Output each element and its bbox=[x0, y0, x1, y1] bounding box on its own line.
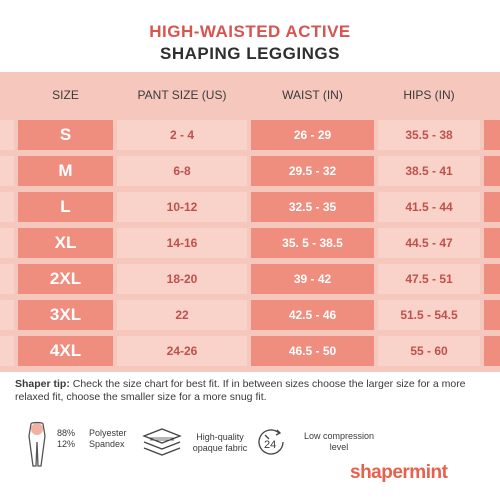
size-cell: M bbox=[18, 156, 113, 186]
table-row: 2XL 18-20 39 - 42 47.5 - 51 bbox=[0, 264, 500, 294]
hips-cell: 55 - 60 bbox=[378, 336, 480, 366]
clock-number: 24 bbox=[264, 439, 277, 451]
pant-size-cell: 18-20 bbox=[117, 264, 247, 294]
table-row: M 6-8 29.5 - 32 38.5 - 41 bbox=[0, 156, 500, 186]
hips-cell: 47.5 - 51 bbox=[378, 264, 480, 294]
header-size: SIZE bbox=[52, 88, 79, 102]
header-waist: WAIST (IN) bbox=[282, 88, 343, 102]
size-cell: 2XL bbox=[18, 264, 113, 294]
tip-label: Shaper tip: bbox=[15, 378, 70, 390]
fabric-pct-1: 88% bbox=[57, 428, 76, 438]
tip-text: Check the size chart for best fit. If in… bbox=[15, 378, 466, 403]
compression-text: Low compression level bbox=[296, 431, 382, 453]
title-line-1: HIGH-WAISTED ACTIVE bbox=[149, 22, 351, 41]
size-cell: L bbox=[18, 192, 113, 222]
size-cell: XL bbox=[18, 228, 113, 258]
fabric-name-2: Spandex bbox=[89, 439, 125, 449]
quality-text: High-quality opaque fabric bbox=[188, 432, 252, 454]
waist-cell: 35. 5 - 38.5 bbox=[251, 228, 374, 258]
fabric-pct-2: 12% bbox=[57, 439, 76, 449]
quality-line-1: High-quality bbox=[196, 432, 244, 442]
feature-strip: 88% 12% Polyester Spandex High-quality o… bbox=[0, 420, 500, 470]
table-row: XL 14-16 35. 5 - 38.5 44.5 - 47 bbox=[0, 228, 500, 258]
hips-cell: 38.5 - 41 bbox=[378, 156, 480, 186]
waist-cell: 32.5 - 35 bbox=[251, 192, 374, 222]
pant-size-cell: 24-26 bbox=[117, 336, 247, 366]
waist-cell: 39 - 42 bbox=[251, 264, 374, 294]
pant-size-cell: 22 bbox=[117, 300, 247, 330]
24-hour-clock-icon bbox=[258, 429, 284, 455]
size-cell: 3XL bbox=[18, 300, 113, 330]
waist-cell: 46.5 - 50 bbox=[251, 336, 374, 366]
size-cell: 4XL bbox=[18, 336, 113, 366]
pant-size-cell: 6-8 bbox=[117, 156, 247, 186]
fabric-name-1: Polyester bbox=[89, 428, 127, 438]
compression-line-2: level bbox=[329, 442, 349, 452]
table-row: S 2 - 4 26 - 29 35.5 - 38 bbox=[0, 120, 500, 150]
hips-cell: 51.5 - 54.5 bbox=[378, 300, 480, 330]
size-cell: S bbox=[18, 120, 113, 150]
pant-size-cell: 10-12 bbox=[117, 192, 247, 222]
fabric-names: Polyester Spandex bbox=[89, 428, 127, 450]
quality-line-2: opaque fabric bbox=[192, 443, 248, 453]
table-row: 3XL 22 42.5 - 46 51.5 - 54.5 bbox=[0, 300, 500, 330]
title-line-2: SHAPING LEGGINGS bbox=[160, 44, 340, 63]
shaper-tip: Shaper tip: Check the size chart for bes… bbox=[15, 378, 485, 404]
leggings-figure-icon bbox=[28, 421, 46, 467]
shapermint-logo: shapermint bbox=[350, 462, 448, 483]
compression-line-1: Low compression bbox=[303, 431, 375, 441]
hips-cell: 44.5 - 47 bbox=[378, 228, 480, 258]
table-row: L 10-12 32.5 - 35 41.5 - 44 bbox=[0, 192, 500, 222]
pant-size-cell: 2 - 4 bbox=[117, 120, 247, 150]
waist-cell: 29.5 - 32 bbox=[251, 156, 374, 186]
hips-cell: 35.5 - 38 bbox=[378, 120, 480, 150]
layered-fabric-icon bbox=[142, 428, 182, 456]
waist-cell: 26 - 29 bbox=[251, 120, 374, 150]
waist-cell: 42.5 - 46 bbox=[251, 300, 374, 330]
header-hips: HIPS (IN) bbox=[403, 88, 455, 102]
table-header-row: SIZE PANT SIZE (US) WAIST (IN) HIPS (IN) bbox=[0, 72, 500, 118]
table-row: 4XL 24-26 46.5 - 50 55 - 60 bbox=[0, 336, 500, 366]
fabric-percentages: 88% 12% bbox=[57, 428, 75, 450]
pant-size-cell: 14-16 bbox=[117, 228, 247, 258]
header-pant-size: PANT SIZE (US) bbox=[137, 88, 227, 102]
hips-cell: 41.5 - 44 bbox=[378, 192, 480, 222]
